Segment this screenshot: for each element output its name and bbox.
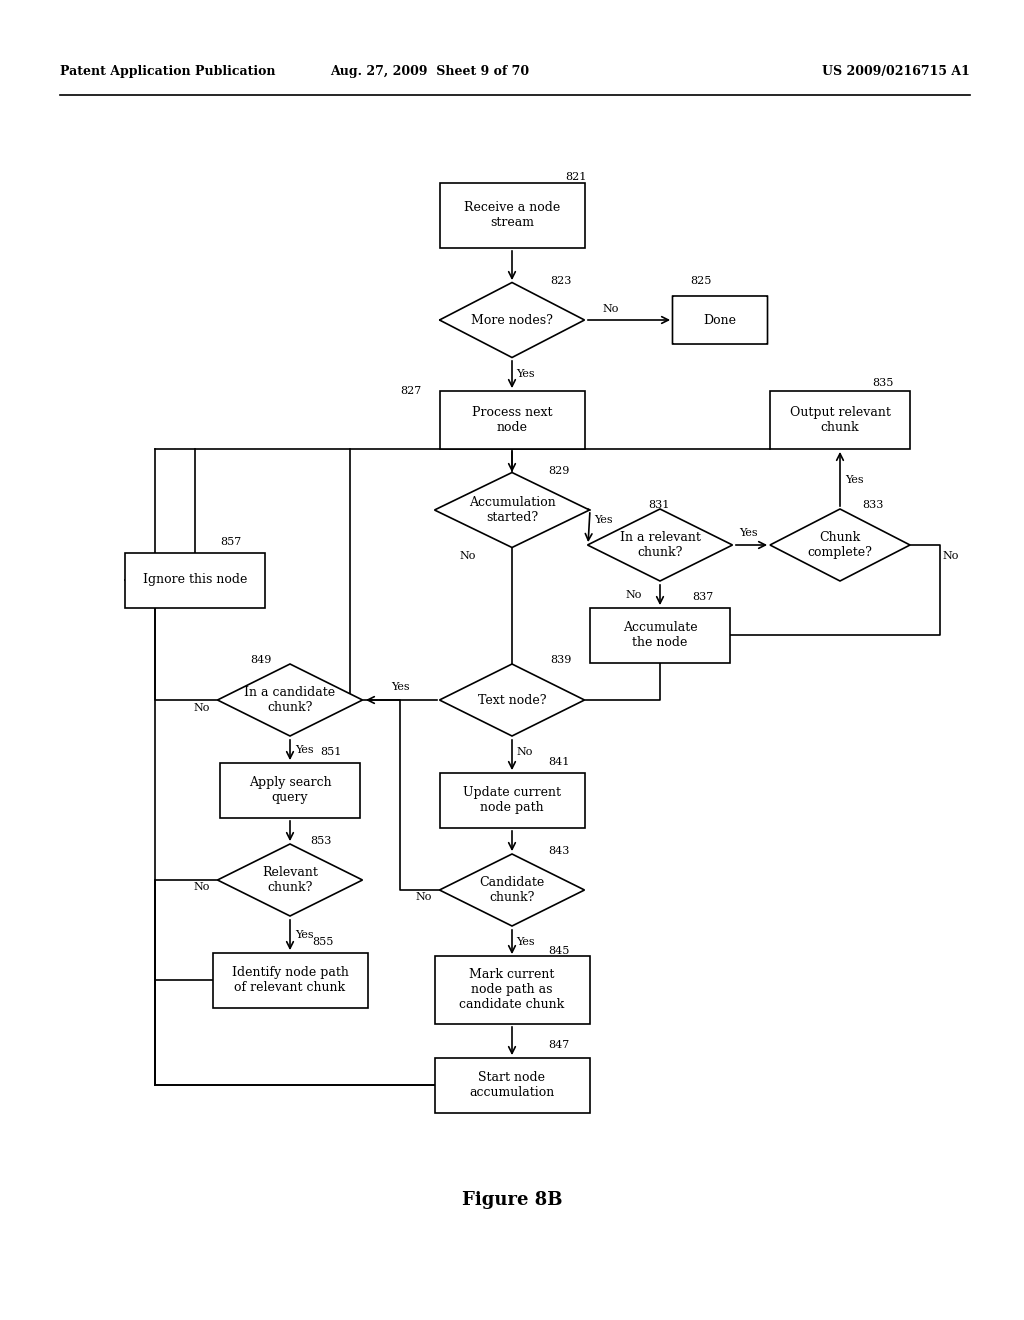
Text: Yes: Yes bbox=[516, 937, 535, 946]
Text: Relevant
chunk?: Relevant chunk? bbox=[262, 866, 317, 894]
Polygon shape bbox=[434, 473, 590, 548]
Text: 855: 855 bbox=[312, 937, 334, 946]
Text: Mark current
node path as
candidate chunk: Mark current node path as candidate chun… bbox=[460, 969, 564, 1011]
Text: 839: 839 bbox=[550, 655, 571, 665]
Polygon shape bbox=[588, 510, 732, 581]
Text: 857: 857 bbox=[220, 537, 242, 546]
Text: Done: Done bbox=[703, 314, 736, 326]
Text: Figure 8B: Figure 8B bbox=[462, 1191, 562, 1209]
Text: US 2009/0216715 A1: US 2009/0216715 A1 bbox=[822, 66, 970, 78]
Text: 821: 821 bbox=[565, 172, 587, 182]
FancyBboxPatch shape bbox=[439, 772, 585, 828]
Text: Yes: Yes bbox=[845, 475, 863, 484]
Text: 851: 851 bbox=[319, 747, 341, 756]
Text: No: No bbox=[516, 747, 532, 756]
Text: Receive a node
stream: Receive a node stream bbox=[464, 201, 560, 228]
Text: 841: 841 bbox=[548, 756, 569, 767]
Text: Accumulation
started?: Accumulation started? bbox=[469, 496, 555, 524]
FancyBboxPatch shape bbox=[770, 391, 910, 449]
Text: 835: 835 bbox=[872, 378, 893, 388]
FancyBboxPatch shape bbox=[434, 956, 590, 1024]
Text: Identify node path
of relevant chunk: Identify node path of relevant chunk bbox=[231, 966, 348, 994]
Polygon shape bbox=[217, 843, 362, 916]
Text: Yes: Yes bbox=[516, 370, 535, 379]
Text: In a relevant
chunk?: In a relevant chunk? bbox=[620, 531, 700, 558]
Text: 825: 825 bbox=[690, 276, 712, 286]
Text: No: No bbox=[194, 704, 210, 713]
Text: Accumulate
the node: Accumulate the node bbox=[623, 620, 697, 649]
Text: Yes: Yes bbox=[594, 515, 612, 525]
Text: Candidate
chunk?: Candidate chunk? bbox=[479, 876, 545, 904]
Text: 833: 833 bbox=[862, 500, 884, 510]
Text: Update current
node path: Update current node path bbox=[463, 785, 561, 814]
Text: 829: 829 bbox=[548, 466, 569, 477]
Text: 827: 827 bbox=[400, 385, 421, 396]
FancyBboxPatch shape bbox=[439, 391, 585, 449]
Polygon shape bbox=[439, 282, 585, 358]
Text: Aug. 27, 2009  Sheet 9 of 70: Aug. 27, 2009 Sheet 9 of 70 bbox=[331, 66, 529, 78]
Text: Patent Application Publication: Patent Application Publication bbox=[60, 66, 275, 78]
FancyBboxPatch shape bbox=[439, 182, 585, 248]
Text: Apply search
query: Apply search query bbox=[249, 776, 332, 804]
Text: More nodes?: More nodes? bbox=[471, 314, 553, 326]
Text: 837: 837 bbox=[692, 591, 714, 602]
Text: 849: 849 bbox=[250, 655, 271, 665]
Text: Output relevant
chunk: Output relevant chunk bbox=[790, 407, 891, 434]
Text: Yes: Yes bbox=[295, 744, 313, 755]
Text: 853: 853 bbox=[310, 836, 332, 846]
FancyBboxPatch shape bbox=[590, 607, 730, 663]
Polygon shape bbox=[439, 854, 585, 927]
Text: Yes: Yes bbox=[295, 931, 313, 940]
FancyBboxPatch shape bbox=[673, 296, 768, 345]
FancyBboxPatch shape bbox=[213, 953, 368, 1007]
Polygon shape bbox=[217, 664, 362, 737]
Text: 823: 823 bbox=[550, 276, 571, 286]
Text: Yes: Yes bbox=[391, 682, 410, 692]
Text: No: No bbox=[602, 304, 618, 314]
Text: Process next
node: Process next node bbox=[472, 407, 552, 434]
Text: Start node
accumulation: Start node accumulation bbox=[469, 1071, 555, 1100]
Text: 843: 843 bbox=[548, 846, 569, 855]
FancyBboxPatch shape bbox=[434, 1057, 590, 1113]
Text: No: No bbox=[194, 882, 210, 892]
Text: No: No bbox=[460, 550, 476, 561]
Text: 831: 831 bbox=[648, 500, 670, 510]
Text: Ignore this node: Ignore this node bbox=[142, 573, 247, 586]
Text: No: No bbox=[942, 550, 958, 561]
Text: Yes: Yes bbox=[738, 528, 758, 539]
Text: No: No bbox=[416, 892, 432, 902]
Polygon shape bbox=[439, 664, 585, 737]
Text: Chunk
complete?: Chunk complete? bbox=[808, 531, 872, 558]
Text: 845: 845 bbox=[548, 946, 569, 956]
Text: Text node?: Text node? bbox=[478, 693, 546, 706]
FancyBboxPatch shape bbox=[125, 553, 265, 607]
Text: No: No bbox=[626, 590, 642, 601]
Polygon shape bbox=[770, 510, 910, 581]
Text: 847: 847 bbox=[548, 1040, 569, 1049]
FancyBboxPatch shape bbox=[220, 763, 360, 817]
Text: In a candidate
chunk?: In a candidate chunk? bbox=[245, 686, 336, 714]
